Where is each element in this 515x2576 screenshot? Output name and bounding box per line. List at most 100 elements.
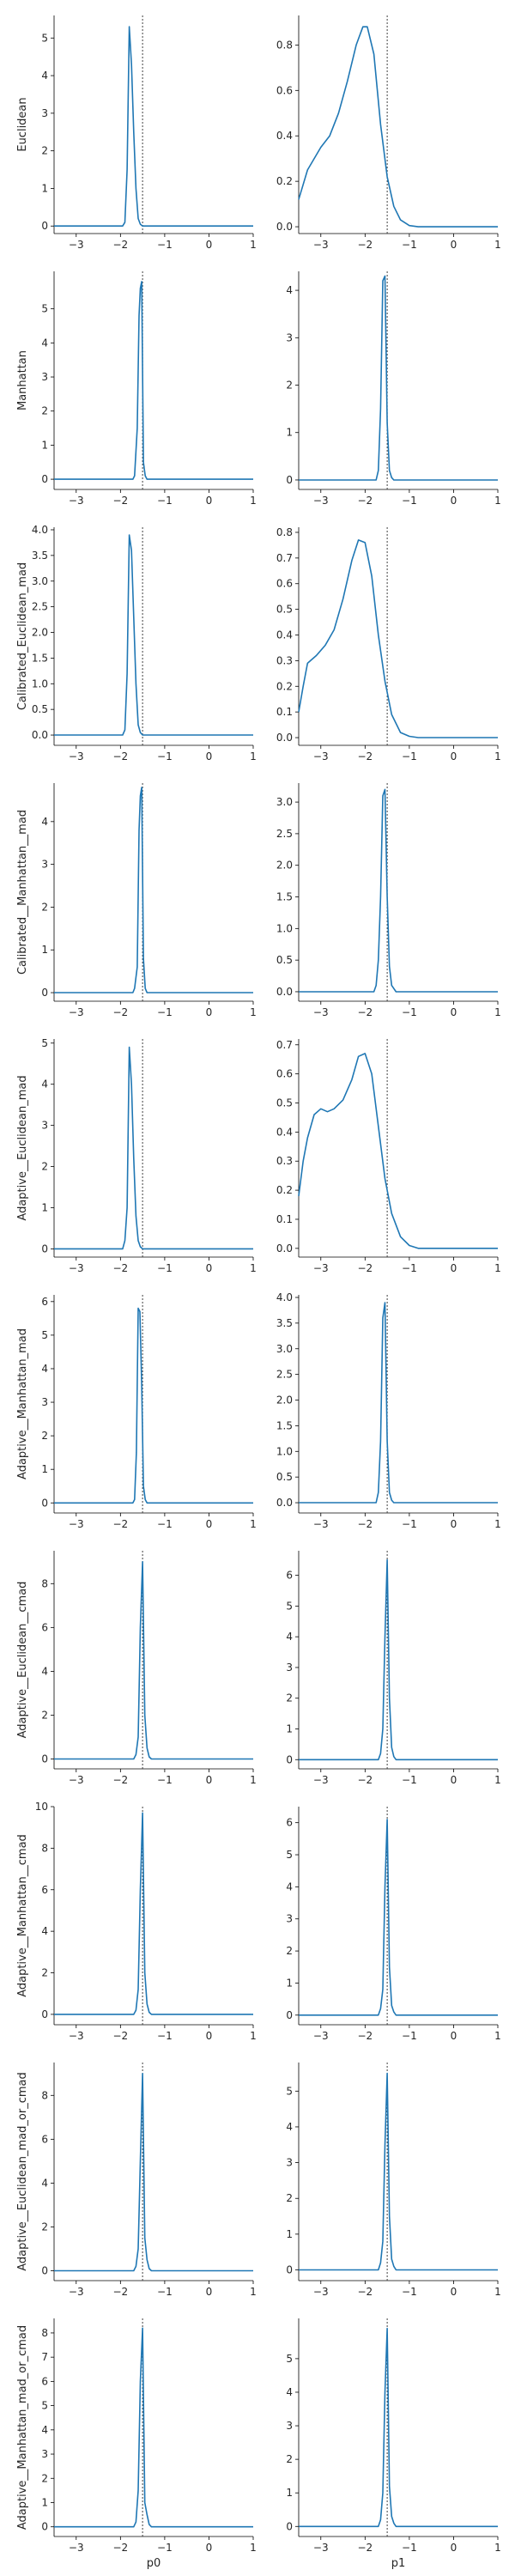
row-ylabel: Adaptive__Manhattan_mad [16,1328,29,1479]
x-tick-label: 1 [494,1518,501,1530]
x-tick-label: −1 [157,1262,173,1274]
row-ylabel: Calibrated__Manhattan__mad [16,810,29,975]
x-tick-label: 0 [451,1774,457,1786]
y-tick-label: 2 [286,1692,293,1704]
x-tick-label: −1 [402,1006,417,1018]
x-tick-label: 0 [451,495,457,507]
x-tick-label: 1 [494,495,501,507]
y-tick-label: 0 [286,474,293,486]
x-tick-label: 1 [494,1774,501,1786]
x-tick-label: 0 [451,1262,457,1274]
x-tick-label: −3 [313,750,329,762]
x-tick-label: −3 [313,495,329,507]
density-line [299,275,498,481]
y-tick-label: 0 [41,1242,48,1255]
y-tick-label: 1.5 [276,1419,293,1431]
x-tick-label: −2 [112,750,128,762]
x-tick-label: −1 [157,1774,173,1786]
row-6: Adaptive__Manhattan_mad−3 −2 −1 0 10123456−3… [16,1291,501,1530]
panel-r2-c2: −3 −2 −1 0 1 0 1 2 3 4 [286,271,501,507]
y-tick-label: 0.0 [276,1242,293,1255]
y-tick-label: 0.8 [276,39,293,51]
x-tick-label: 1 [250,1262,257,1274]
density-line [299,1302,498,1504]
x-tick-label: −3 [69,1774,84,1786]
x-tick-label: 1 [250,495,257,507]
density-line [299,1558,498,1761]
y-tick-label: 0.2 [276,680,293,692]
density-line [54,1561,253,1760]
x-tick-label: −3 [313,1774,329,1786]
y-tick-label: 5 [41,1037,48,1049]
x-tick-label: −2 [357,1006,373,1018]
density-line [54,281,253,480]
x-tick-label: −2 [112,2286,128,2298]
y-tick-label: 2.5 [276,828,293,840]
row-ylabel: Adaptive__Euclidean_mad_or_cmad [16,2072,29,2271]
y-tick-label: 0.1 [276,1213,293,1225]
x-tick-label: −2 [357,1518,373,1530]
y-tick-label: 0.0 [32,729,48,741]
x-tick-label: 0 [451,1518,457,1530]
x-tick-label: 0 [451,2030,457,2042]
panel-r3-c2: −3 −2 −1 0 1 0.0 0.1 0.2 0.3 0.4 0.5 0.6 0.7 0.8 [276,526,501,762]
y-tick-label: 7 [41,2351,48,2363]
x-tick-label: −3 [313,1262,329,1274]
y-tick-label: 4 [41,337,48,349]
y-tick-label: 4 [286,2121,293,2133]
x-tick-label: −1 [157,1518,173,1530]
panel-r3-c1: −3 −2 −1 0 1 0.0 0.5 1.0 1.5 2.0 2.5 3.0 3.5 4.0 [32,524,257,762]
panel-r1-c2: −3 −2 −1 0 1 0.0 0.2 0.4 0.6 0.8 [276,15,501,251]
y-tick-label: 0.5 [276,954,293,966]
y-tick-label: 2 [286,1945,293,1957]
row-ylabel: Adaptive__Manhattan_mad_or_cmad [16,2325,29,2530]
row-10: Adaptive__Manhattan_mad_or_cmad −3 −2 −1 0 1 0… [16,2318,501,2570]
panel-r4-c1: −3 −2 −1 0 1 0 1 2 3 4 [41,783,257,1018]
x-tick-label: −2 [112,1518,128,1530]
x-tick-label: −2 [357,1774,373,1786]
x-tick-label: −1 [157,2286,173,2298]
x-tick-label: −1 [157,2030,173,2042]
x-tick-label: −2 [357,239,373,251]
density-line [298,1053,498,1249]
x-tick-label: −2 [112,2030,128,2042]
y-tick-label: 8 [41,1577,48,1589]
density-line [54,1307,253,1504]
y-tick-label: 6 [286,1570,293,1582]
y-tick-label: 5 [286,1849,293,1861]
y-tick-label: 3 [286,2157,293,2169]
row-ylabel: Manhattan [16,350,29,410]
x-tick-label: 1 [250,239,257,251]
y-tick-label: 2 [41,1161,48,1173]
x-tick-label: −3 [313,239,329,251]
x-tick-label: −3 [69,495,84,507]
x-tick-label: 1 [494,1006,501,1018]
y-tick-label: 2.0 [276,1394,293,1406]
x-tick-label: 0 [451,750,457,762]
y-tick-label: 1 [41,944,48,956]
x-tick-label: 0 [451,2286,457,2298]
y-tick-label: 3 [41,1120,48,1132]
y-tick-label: 0.0 [276,986,293,998]
y-tick-label: 0 [41,987,48,999]
x-tick-label: −2 [112,495,128,507]
y-tick-label: 6 [41,1296,48,1308]
y-tick-label: 4.0 [276,1291,293,1303]
y-tick-label: 6 [41,2133,48,2145]
density-line [54,1046,253,1250]
x-tick-label: −3 [313,2542,329,2554]
y-tick-label: 3 [41,371,48,383]
y-tick-label: 2 [41,405,48,417]
y-tick-label: 0 [286,2520,293,2532]
row-9: Adaptive__Euclidean_mad_or_cmad −3 −2 −1 0 1 0… [16,2063,501,2298]
x-tick-label: −1 [402,495,417,507]
y-tick-label: 3 [286,2420,293,2432]
density-line [54,2327,253,2528]
y-tick-label: 2 [41,145,48,157]
x-tick-label: −2 [112,1262,128,1274]
y-tick-label: 4 [286,1631,293,1643]
x-tick-label: 1 [494,2030,501,2042]
y-tick-label: 5 [41,1329,48,1341]
panel-r7-c1: −3 −2 −1 0 1 0 2 4 6 8 [41,1551,257,1786]
y-tick-label: 0 [286,1753,293,1765]
